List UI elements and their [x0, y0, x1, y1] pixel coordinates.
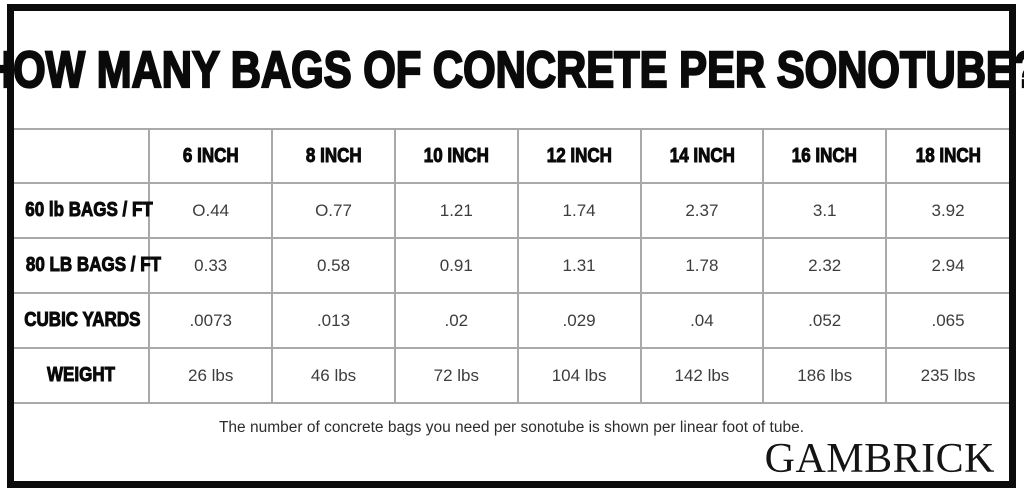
column-header-6-inch: 6 INCH [148, 128, 274, 184]
header-row: 6 INCH 8 INCH 10 INCH 12 INCH 14 INCH 16… [14, 128, 1009, 184]
value-cell: 0.91 [393, 237, 519, 294]
concrete-bags-table: 6 INCH 8 INCH 10 INCH 12 INCH 14 INCH 16… [14, 128, 1009, 404]
row-label: 60 lb BAGS / FT [14, 182, 153, 239]
table-row-80lb-bags: 80 LB BAGS / FT 0.33 0.58 0.91 1.31 1.78… [14, 237, 1009, 294]
value-cell: 72 lbs [393, 347, 519, 404]
value-cell: 2.94 [885, 237, 1009, 294]
value-cell: .02 [393, 292, 519, 349]
footnote-text: The number of concrete bags you need per… [218, 419, 805, 436]
value-cell: .029 [516, 292, 642, 349]
corner-cell [14, 128, 151, 184]
column-header-16-inch: 16 INCH [762, 128, 888, 184]
value-cell: .013 [271, 292, 396, 349]
value-cell: 235 lbs [885, 347, 1009, 404]
value-cell: 3.92 [885, 182, 1009, 239]
page-title: HOW MANY BAGS OF CONCRETE PER SONOTUBE? [0, 11, 1024, 128]
column-header-10-inch: 10 INCH [393, 128, 519, 184]
value-cell: .04 [639, 292, 765, 349]
brand-logo: GAMBRICK [764, 436, 995, 482]
value-cell: 104 lbs [516, 347, 642, 404]
value-cell: 1.74 [516, 182, 642, 239]
value-cell: 186 lbs [762, 347, 888, 404]
value-cell: 26 lbs [148, 347, 274, 404]
value-cell: .052 [762, 292, 888, 349]
value-cell: 2.37 [639, 182, 765, 239]
column-header-12-inch: 12 INCH [516, 128, 642, 184]
value-cell: O.44 [148, 182, 274, 239]
table-row-60lb-bags: 60 lb BAGS / FT O.44 O.77 1.21 1.74 2.37… [14, 182, 1009, 239]
row-label: 80 LB BAGS / FT [14, 237, 161, 294]
value-cell: 142 lbs [639, 347, 765, 404]
row-label: CUBIC YARDS [14, 292, 151, 349]
value-cell: 0.33 [148, 237, 274, 294]
column-header-8-inch: 8 INCH [271, 128, 396, 184]
value-cell: 2.32 [762, 237, 888, 294]
value-cell: 1.78 [639, 237, 765, 294]
value-cell: .065 [885, 292, 1009, 349]
value-cell: O.77 [271, 182, 396, 239]
value-cell: 3.1 [762, 182, 888, 239]
page-title-text: HOW MANY BAGS OF CONCRETE PER SONOTUBE? [0, 40, 1024, 99]
value-cell: .0073 [148, 292, 274, 349]
value-cell: 0.58 [271, 237, 396, 294]
table-row-weight: WEIGHT 26 lbs 46 lbs 72 lbs 104 lbs 142 … [14, 347, 1009, 404]
table-row-cubic-yards: CUBIC YARDS .0073 .013 .02 .029 .04 .052… [14, 292, 1009, 349]
table-frame: HOW MANY BAGS OF CONCRETE PER SONOTUBE? … [0, 4, 1024, 488]
value-cell: 1.31 [516, 237, 642, 294]
value-cell: 46 lbs [271, 347, 396, 404]
value-cell: 1.21 [393, 182, 519, 239]
column-header-18-inch: 18 INCH [885, 128, 1009, 184]
row-label: WEIGHT [14, 347, 151, 404]
column-header-14-inch: 14 INCH [639, 128, 765, 184]
